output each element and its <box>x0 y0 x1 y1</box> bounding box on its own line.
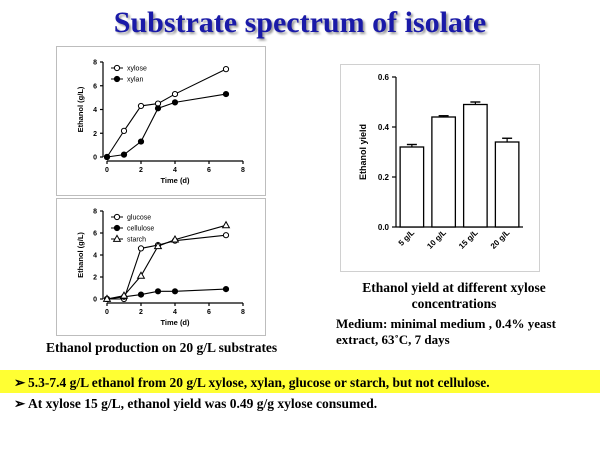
data-point-starch <box>153 241 163 250</box>
y-axis-label: Ethanol (g/L) <box>76 86 85 132</box>
y-tick-label: 8 <box>93 60 97 67</box>
x-tick-label: 10 g/L <box>425 228 448 251</box>
data-point-xylan <box>154 105 162 112</box>
data-point-cellulose <box>137 291 145 298</box>
y-tick-label: 0 <box>93 155 97 162</box>
data-point-xylan <box>120 151 128 158</box>
data-point-xylose <box>120 127 128 134</box>
axes: 0 2 4 6 8 0 2 4 6 8 Time (d) Ethanol (g/L) <box>76 60 245 186</box>
x-tick-label: 6 <box>207 167 211 174</box>
bullet-arrow-icon: ➢ <box>14 396 26 411</box>
data-point-starch <box>136 271 146 279</box>
data-point-xylan <box>103 153 111 161</box>
series-line-xylose <box>106 68 227 158</box>
bullet-item: ➢ 5.3-7.4 g/L ethanol from 20 g/L xylose,… <box>0 370 600 393</box>
y-tick-label: 4 <box>93 253 97 260</box>
legend-marker-xylan <box>113 75 121 83</box>
x-tick-label: 4 <box>173 167 177 174</box>
data-point-starch <box>119 291 129 299</box>
x-axis-label: Time (d) <box>160 176 190 185</box>
y-tick-label: 6 <box>93 231 97 238</box>
legend-label-cellulose: cellulose <box>127 226 154 233</box>
x-tick-label: 15 g/L <box>457 228 480 251</box>
data-point-cellulose <box>154 288 162 295</box>
data-point-starch <box>170 234 180 243</box>
series-line-starch <box>106 224 227 300</box>
x-tick-label: 2 <box>139 309 143 316</box>
legend-label-xylan: xylan <box>127 77 143 84</box>
series-xylose: xylose <box>103 64 230 161</box>
legend-marker-cellulose <box>113 224 121 232</box>
y-tick-label: 8 <box>93 209 97 216</box>
data-point-starch <box>102 294 112 302</box>
x-tick-label: 0 <box>105 309 109 316</box>
bar-15 g/L <box>462 103 488 228</box>
x-tick-label: 8 <box>241 309 245 316</box>
x-tick-label: 8 <box>241 167 245 174</box>
substrates-caption: Ethanol production on 20 g/L substrates <box>46 340 278 355</box>
data-point-xylose <box>222 66 230 73</box>
chart-ethanol-yield-panel: 0.0 0.2 0.4 0.6 Ethanol yield 5 g/L 10 g/L 15 g… <box>340 64 540 272</box>
chart-glucose-cellulose-starch-panel: 0 2 4 6 8 0 2 4 6 8 Time (d) Ethanol (g/L) glucose ce… <box>56 198 266 336</box>
data-point-glucose <box>222 232 230 239</box>
x-tick-label: 6 <box>207 309 211 316</box>
data-point-xylose <box>137 102 145 110</box>
data-point-xylan <box>222 90 230 98</box>
legend-label-xylose: xylose <box>127 66 147 73</box>
legend-marker-glucose <box>113 213 121 221</box>
bar-10 g/L <box>431 116 457 228</box>
chart-ethanol-yield: 0.0 0.2 0.4 0.6 Ethanol yield 5 g/L 10 g/L 15 g… <box>358 73 523 251</box>
legend-marker-starch <box>112 234 122 242</box>
bullet-text: At xylose 15 g/L, ethanol yield was 0.49… <box>28 396 378 411</box>
bullet-arrow-icon: ➢ <box>14 375 26 390</box>
y-tick-label: 0.2 <box>378 173 390 182</box>
legend-label-glucose: glucose <box>127 215 151 222</box>
series-glucose: glucose <box>103 213 230 303</box>
y-tick-label: 0.6 <box>378 73 390 82</box>
x-tick-label: 4 <box>173 309 177 316</box>
yield-caption: Ethanol yield at different xylose concen… <box>362 280 546 311</box>
legend-label-starch: starch <box>127 237 146 244</box>
data-point-cellulose <box>171 288 179 295</box>
y-tick-label: 2 <box>93 275 97 282</box>
bullet-list: ➢ 5.3-7.4 g/L ethanol from 20 g/L xylose,… <box>0 370 600 412</box>
chart-glucose-cellulose-starch: 0 2 4 6 8 0 2 4 6 8 Time (d) Ethanol (g/L) glucose ce… <box>76 209 245 328</box>
data-point-starch <box>221 220 231 229</box>
legend-marker-xylose <box>113 64 121 72</box>
x-tick-label: 2 <box>139 167 143 174</box>
series-line-xylan <box>106 93 227 158</box>
y-tick-label: 0.4 <box>378 123 390 132</box>
y-tick-label: 6 <box>93 83 97 90</box>
bar-5 g/L <box>399 146 425 228</box>
data-point-glucose <box>137 245 145 252</box>
y-axis-label: Ethanol yield <box>358 124 368 180</box>
y-tick-label: 2 <box>93 131 97 138</box>
y-tick-label: 4 <box>93 107 97 114</box>
y-axis-label: Ethanol (g/L) <box>76 232 85 278</box>
x-tick-label: 5 g/L <box>397 228 417 248</box>
bullet-text: 5.3-7.4 g/L ethanol from 20 g/L xylose, … <box>28 375 490 390</box>
chart-xylose-xylan-panel: 0 2 4 6 8 0 2 4 6 8 Time (d) Ethanol (g/L) xylose xyl… <box>56 46 266 196</box>
axes: 0 2 4 6 8 0 2 4 6 8 Time (d) Ethanol (g/L) <box>76 209 245 328</box>
data-point-xylan <box>137 138 145 145</box>
bar-20 g/L <box>494 141 520 228</box>
y-tick-label: 0.0 <box>378 223 390 232</box>
x-tick-label: 0 <box>105 167 109 174</box>
series-starch: starch <box>102 220 231 302</box>
chart-xylose-xylan: 0 2 4 6 8 0 2 4 6 8 Time (d) Ethanol (g/L) xylose xyl… <box>76 60 245 186</box>
series-xylan: xylan <box>103 75 230 161</box>
x-axis-label: Time (d) <box>160 318 190 327</box>
x-tick-label: 20 g/L <box>489 228 512 251</box>
data-point-cellulose <box>222 286 230 293</box>
medium-note: Medium: minimal medium , 0.4% yeast extr… <box>336 316 556 347</box>
bullet-item: ➢ At xylose 15 g/L, ethanol yield was 0.4… <box>0 395 600 412</box>
data-point-xylose <box>171 90 179 98</box>
y-tick-label: 0 <box>93 297 97 304</box>
slide-title: Substrate spectrum of isolate <box>113 6 487 39</box>
data-point-xylan <box>171 99 179 106</box>
bars: 5 g/L 10 g/L 15 g/L 20 g/L <box>397 101 520 251</box>
